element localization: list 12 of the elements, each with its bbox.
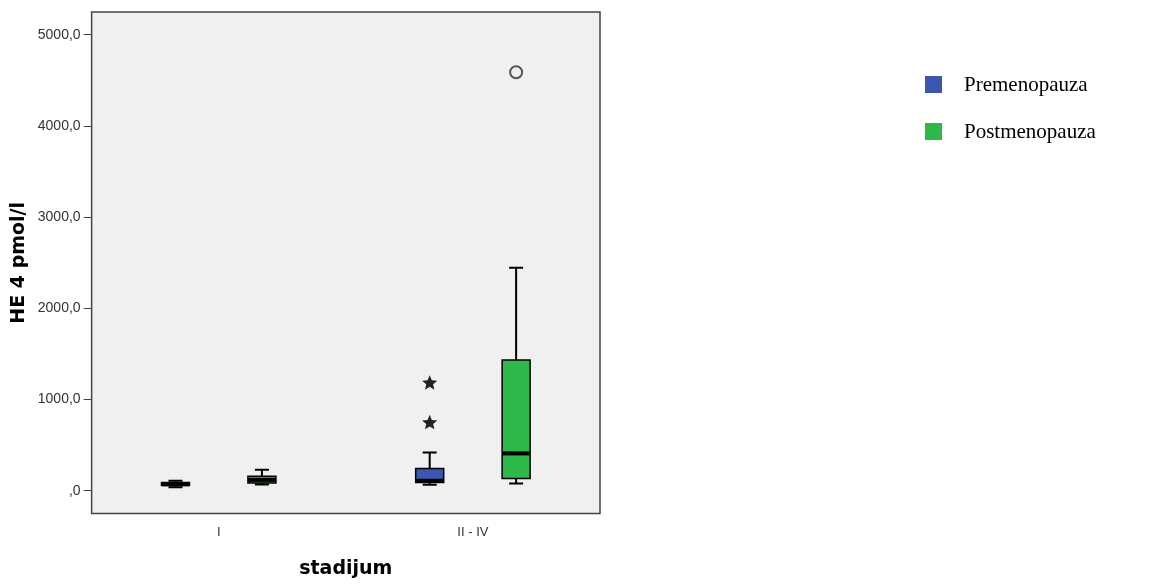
y-tick-label: 2000,0: [37, 299, 81, 316]
y-tick-label: 5000,0: [37, 25, 81, 42]
y-tick-label: 4000,0: [37, 116, 81, 133]
x-axis-title: stadijum: [299, 555, 393, 578]
legend-label: Premenopauza: [964, 72, 1088, 97]
y-tick-label: ,0: [68, 481, 81, 498]
y-tick-label: 3000,0: [37, 208, 81, 225]
y-tick-label: 1000,0: [37, 390, 81, 407]
legend-label: Postmenopauza: [964, 119, 1096, 144]
y-axis-title: HE 4 pmol/l: [6, 201, 29, 324]
x-tick-label: I: [216, 523, 221, 539]
x-tick-label: II - IV: [457, 523, 489, 539]
